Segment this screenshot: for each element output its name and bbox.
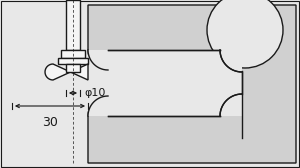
Bar [66,0,80,50]
Polygon shape [45,64,88,80]
Text: φ10: φ10 [84,88,105,98]
Bar [61,50,85,58]
Bar [66,64,80,72]
Circle shape [207,0,283,68]
Polygon shape [88,5,296,163]
Polygon shape [88,50,242,116]
Text: 30: 30 [42,116,58,129]
Bar [58,58,88,64]
